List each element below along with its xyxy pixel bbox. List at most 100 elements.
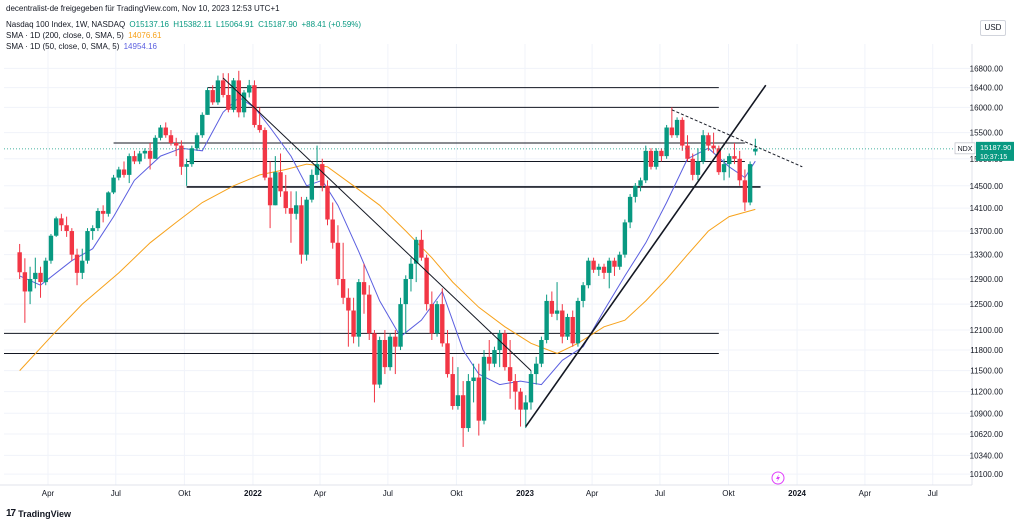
candle-body	[257, 124, 262, 131]
y-tick-label: 10100.00	[970, 470, 1004, 479]
x-tick-label: Apr	[859, 489, 872, 498]
x-tick-label: 2023	[516, 489, 534, 498]
candle-body	[309, 174, 315, 200]
candle-body	[674, 119, 680, 136]
y-tick-label: 12500.00	[970, 300, 1004, 309]
candle-body	[283, 191, 288, 209]
candle-body	[706, 135, 711, 146]
publisher-line: decentralist-de freigegeben für TradingV…	[6, 4, 280, 13]
candle-body	[330, 219, 335, 243]
candle-body	[59, 218, 64, 226]
candle-body	[753, 148, 758, 152]
grid	[4, 44, 972, 485]
x-tick-label: 2022	[244, 489, 262, 498]
candle-body	[121, 169, 127, 175]
candle-body	[523, 402, 528, 410]
candle-body	[377, 339, 382, 385]
x-tick-label: Jul	[111, 489, 121, 498]
candle-body	[633, 185, 638, 197]
candle-body	[653, 150, 659, 167]
tradingview-logo-icon: 17	[6, 508, 16, 519]
candle-body	[685, 145, 690, 159]
candle-body	[471, 377, 476, 382]
candle-body	[612, 260, 617, 267]
candle-body	[320, 164, 325, 186]
candle-body	[544, 300, 549, 340]
candle-body	[226, 94, 231, 110]
candle-body	[648, 150, 654, 167]
x-tick-label: Okt	[450, 489, 463, 498]
countdown-text: 10:37:15	[980, 154, 1007, 161]
candle-body	[617, 254, 622, 267]
last-price-text: 15187.90	[980, 143, 1011, 152]
candle-body	[33, 272, 38, 280]
candlesticks	[17, 70, 758, 447]
candle-body	[596, 266, 602, 270]
candle-body	[340, 279, 346, 298]
candle-body	[570, 316, 575, 344]
event-marker[interactable]	[771, 471, 785, 485]
candle-body	[106, 192, 111, 214]
candle-body	[747, 164, 753, 203]
candle-body	[601, 266, 607, 273]
candle-body	[586, 260, 591, 286]
candle-body	[387, 336, 393, 368]
candle-body	[205, 90, 210, 115]
candle-body	[147, 150, 153, 159]
candle-body	[539, 339, 544, 364]
candle-body	[43, 260, 48, 283]
candle-body	[247, 85, 252, 93]
trend-line	[525, 84, 767, 428]
y-tick-label: 10620.00	[970, 430, 1004, 439]
candle-body	[575, 300, 581, 344]
candle-body	[273, 172, 278, 206]
candle-body	[158, 127, 163, 138]
candle-body	[168, 135, 174, 143]
candle-body	[460, 395, 466, 429]
candle-body	[455, 395, 461, 407]
candle-body	[241, 92, 247, 113]
candle-body	[278, 172, 283, 192]
horizontal-support-resistance-lines[interactable]	[4, 87, 761, 354]
candle-body	[179, 145, 184, 167]
candle-body	[690, 158, 695, 175]
candle-body	[664, 127, 669, 157]
candle-body	[361, 282, 367, 295]
candle-body	[695, 161, 701, 175]
candle-body	[408, 263, 414, 280]
candle-body	[74, 254, 80, 273]
sma50-line	[19, 96, 756, 386]
axes: 16800.0016400.0016000.0015500.0015000.00…	[0, 44, 1004, 498]
y-tick-label: 13300.00	[970, 251, 1004, 260]
candle-body	[445, 343, 450, 375]
currency-button[interactable]: USD	[980, 20, 1006, 36]
legend-sma50[interactable]: SMA · 1D (50, close, 0, SMA, 5) 14954.16	[6, 42, 159, 52]
candle-body	[513, 381, 518, 392]
candle-body	[591, 260, 596, 270]
x-tick-label: 2024	[788, 489, 806, 498]
tradingview-logo[interactable]: 17 TradingView	[6, 508, 71, 520]
lightning-glyph	[776, 474, 780, 482]
trend-lines[interactable]	[222, 77, 803, 428]
symbol-title: Nasdaq 100 Index, 1W, NASDAQ	[6, 20, 126, 29]
candle-body	[38, 272, 43, 283]
candle-body	[163, 127, 168, 136]
candle-body	[434, 304, 440, 334]
candle-body	[288, 208, 294, 214]
sma50-layer	[19, 96, 756, 386]
candle-body	[398, 304, 403, 347]
candle-body	[533, 363, 539, 375]
candle-body	[492, 350, 497, 364]
y-tick-label: 12900.00	[970, 275, 1004, 284]
candle-body	[737, 158, 742, 181]
trend-line	[222, 77, 532, 371]
candle-body	[200, 114, 205, 136]
price-tag: NDX 15187.90 10:37:15	[4, 141, 1014, 161]
last-price-badge	[976, 141, 1014, 161]
y-tick-label: 15500.00	[970, 129, 1004, 138]
legend-sma200[interactable]: SMA · 1D (200, close, 0, SMA, 5) 14076.6…	[6, 31, 163, 41]
candle-body	[481, 356, 487, 421]
candle-body	[560, 310, 565, 337]
